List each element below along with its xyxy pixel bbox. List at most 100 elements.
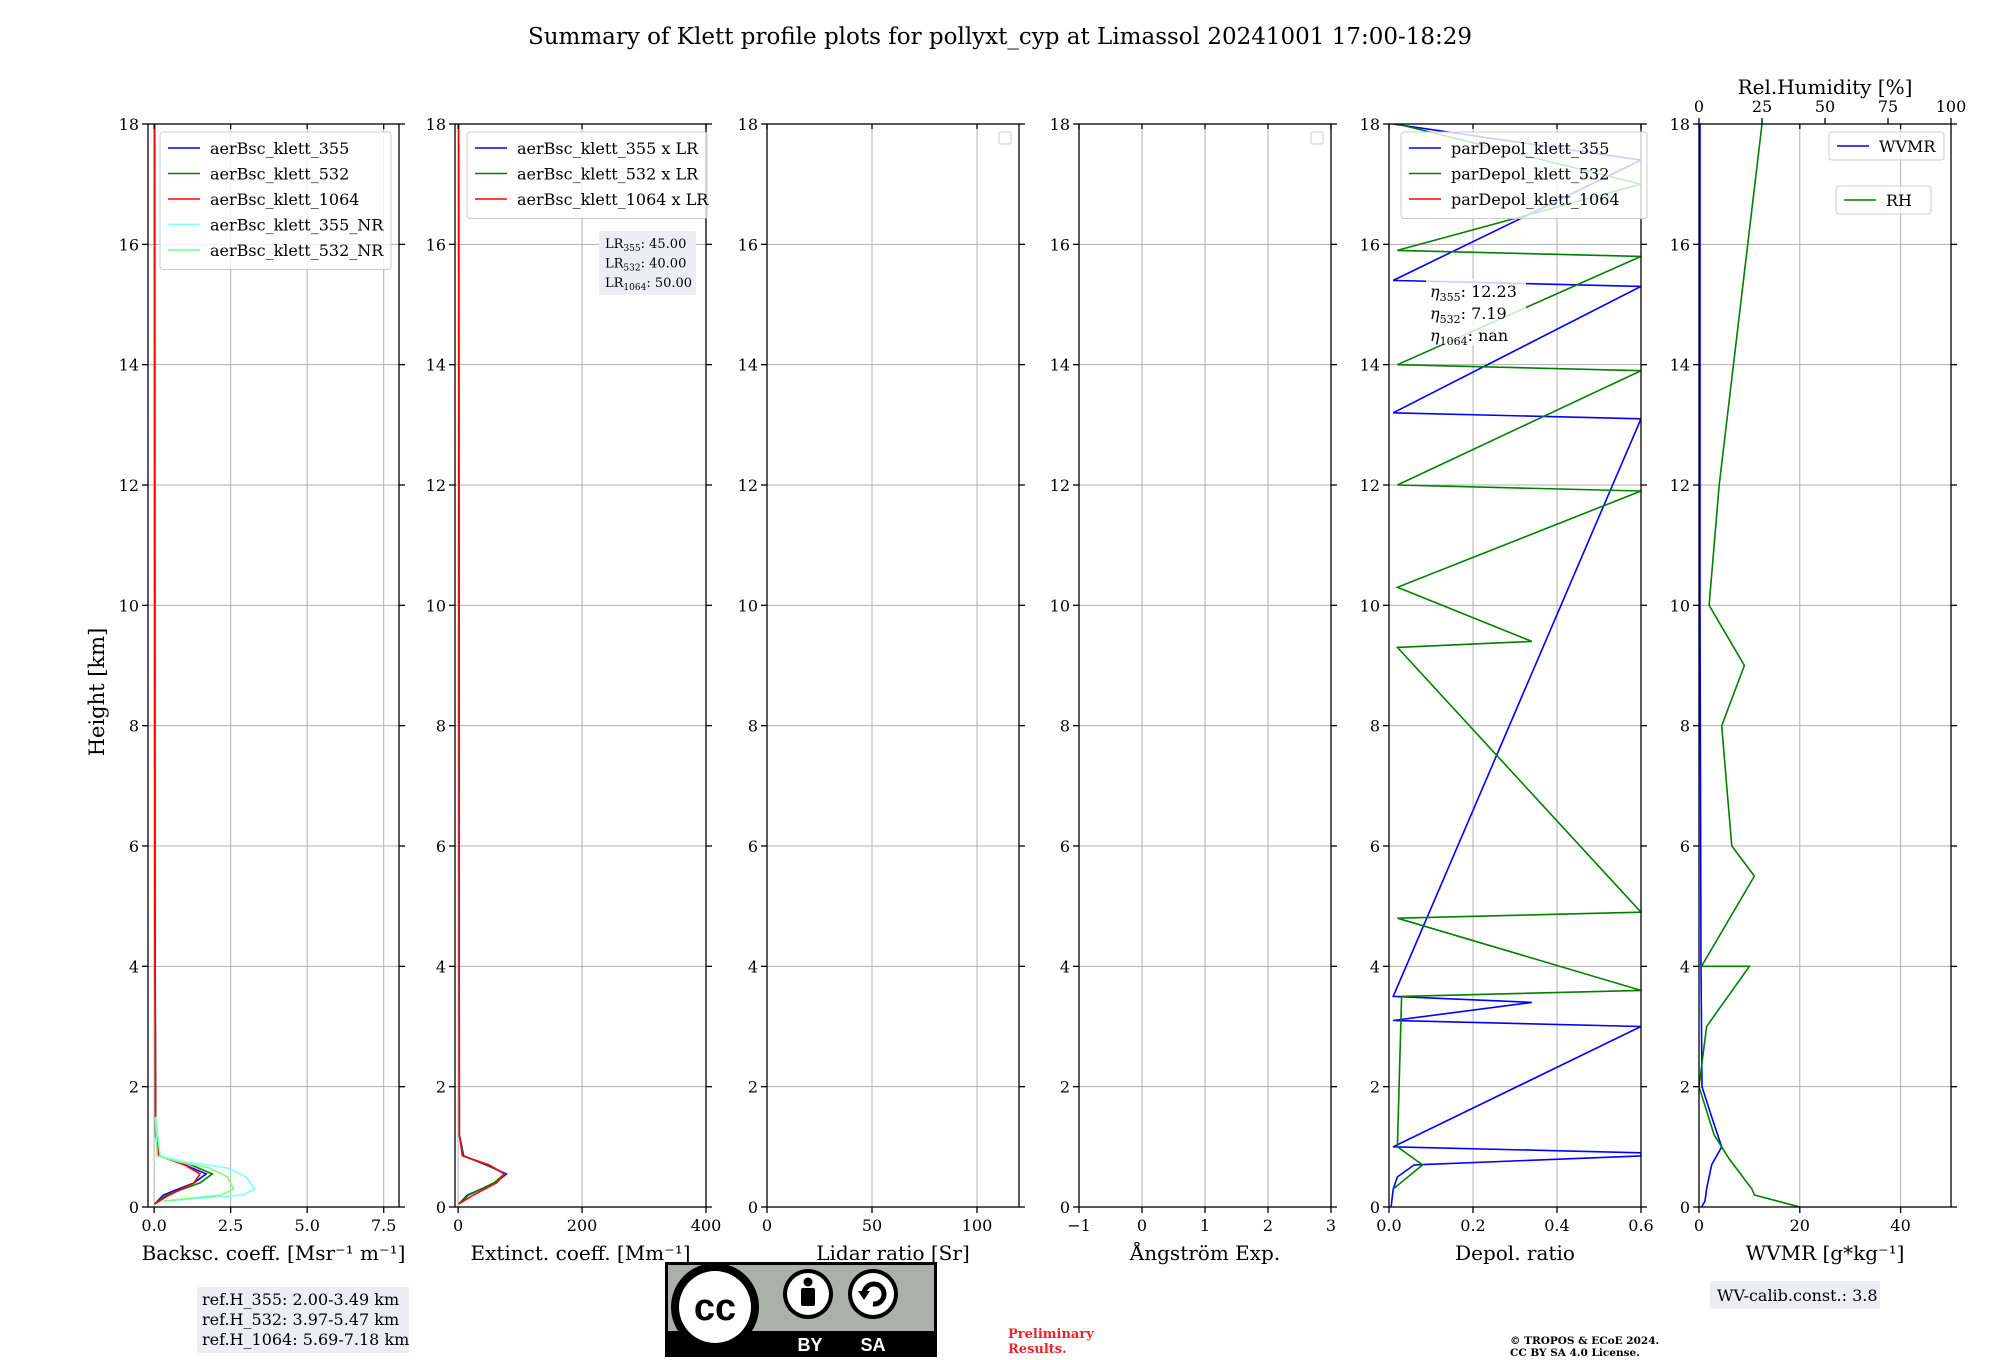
wv-calib-text: WV-calib.const.: 3.8 [1717,1286,1878,1305]
y-tick-label: 10 [738,596,758,615]
y-tick-label: 8 [1370,717,1380,736]
y-tick-label: 0 [129,1198,139,1217]
x-tick-label: 1 [1200,1216,1210,1235]
legend-label: parDepol_klett_1064 [1451,190,1620,209]
cc-by-sa-badge: cc BY SA [665,1262,937,1357]
x-tick-label: 7.5 [371,1216,396,1235]
y-tick-label: 0 [748,1198,758,1217]
empty-legend-box [1310,131,1324,145]
series-line-aerBsc_klett_355 [153,124,208,1205]
legend-label: aerBsc_klett_1064 [210,190,359,209]
empty-legend-box [998,131,1012,145]
top-x-axis-label: Rel.Humidity [%] [1738,75,1913,99]
lr-subscript: 355 [623,244,640,254]
ref-height-line: ref.H_355: 2.00-3.49 km [202,1290,399,1309]
y-tick-label: 4 [129,957,139,976]
y-tick-label: 10 [119,596,139,615]
x-tick-label: 0 [453,1216,463,1235]
panel-lr: 0 2 4 6 8 10 12 14 16 18 0 50 100 Lidar ratio [Sr] [738,115,1025,1265]
x-tick-label: 0 [762,1216,772,1235]
x-tick-label: 200 [567,1216,598,1235]
legend-label: aerBsc_klett_532 x LR [517,165,699,184]
y-tick-label: 8 [1680,717,1690,736]
copyright-note: © TROPOS & ECoE 2024.CC BY SA 4.0 Licens… [1510,1335,1659,1359]
eta-line: η532: 7.19 [1430,304,1507,326]
y-tick-label: 2 [1060,1078,1070,1097]
figure-title: Summary of Klett profile plots for polly… [528,24,1472,50]
y-tick-label: 14 [1050,356,1070,375]
x-tick-label: 50 [862,1216,882,1235]
ref-height-line: ref.H_532: 3.97-5.47 km [202,1310,399,1329]
lr-value: : 45.00 [641,237,687,252]
x-tick-label: 2 [1263,1216,1273,1235]
eta-value: : 7.19 [1461,304,1507,323]
y-tick-label: 2 [1680,1078,1690,1097]
x-axis-label: Ångström Exp. [1129,1240,1280,1265]
y-tick-label: 4 [748,957,758,976]
eta-line: η1064: nan [1430,326,1508,348]
series-line-aerBsc_klett_532 x LR [457,124,507,1205]
y-tick-label: 16 [1360,235,1380,254]
y-tick-label: 18 [1360,115,1380,134]
x-tick-label: 20 [1790,1216,1810,1235]
series-line-parDepol_klett_532 [1392,124,1641,1190]
y-tick-label: 10 [1670,596,1690,615]
legend-label: aerBsc_klett_532_NR [210,241,384,260]
y-tick-label: 2 [1370,1078,1380,1097]
top-x-tick-label: 50 [1815,97,1835,116]
series-line-aerBsc_klett_355 x LR [457,124,508,1205]
y-tick-label: 16 [1050,235,1070,254]
legend-label-wvmr: WVMR [1879,137,1936,156]
y-tick-label: 6 [129,837,139,856]
y-tick-label: 10 [426,596,446,615]
y-tick-label: 16 [426,235,446,254]
by-label: BY [797,1335,822,1355]
series-line-aerBsc_klett_1064 [153,124,202,1205]
lr-line: LR532: 40.00 [605,257,686,274]
x-axis-label: Backsc. coeff. [Msr⁻¹ m⁻¹] [142,1241,406,1265]
legend-box [1400,131,1648,219]
y-tick-label: 12 [1360,476,1380,495]
y-tick-label: 18 [738,115,758,134]
eta-symbol: η [1430,326,1440,345]
y-tick-label: 12 [738,476,758,495]
series-group [1699,124,1801,1207]
y-tick-label: 14 [1360,356,1380,375]
top-x-tick-label: 75 [1878,97,1898,116]
top-x-tick-label: 100 [1936,97,1967,116]
y-tick-label: 16 [119,235,139,254]
panel-dep: 0 2 4 6 8 10 12 14 16 18 0.0 0.2 0.4 0.6 Depol. ratio p… [1360,115,1654,1265]
x-axis-label: Lidar ratio [Sr] [816,1241,970,1265]
sa-circle-inner [852,1273,894,1315]
x-tick-label: 0.0 [141,1216,166,1235]
y-tick-label: 2 [436,1078,446,1097]
eta-symbol: η [1430,282,1440,301]
panel-bsc: 0 2 4 6 8 10 12 14 16 18 0.0 2.5 5.0 7.5 Backsc. coeff… [119,115,406,1265]
x-tick-label: −1 [1067,1216,1091,1235]
axes-frame [1388,123,1642,1208]
x-axis-label: Extinct. coeff. [Mm⁻¹] [470,1241,690,1265]
legend-box [466,131,708,219]
axes-frame [454,123,707,1208]
y-tick-label: 14 [426,356,446,375]
y-tick-label: 8 [436,717,446,736]
series-line-aerBsc_klett_1064 x LR [457,124,506,1205]
eta-box-bg [1426,279,1526,345]
x-tick-label: 2.5 [218,1216,243,1235]
y-tick-label: 8 [1060,717,1070,736]
legend-label-rh: RH [1886,191,1912,210]
top-x-tick-label: 25 [1752,97,1772,116]
y-tick-label: 6 [1680,837,1690,856]
y-tick-label: 2 [748,1078,758,1097]
lr-symbol: LR [605,257,625,272]
series-line-aerBsc_klett_532 [153,124,214,1205]
wv-calib-bg [1710,1281,1880,1309]
y-tick-label: 16 [738,235,758,254]
series-group [153,124,257,1205]
